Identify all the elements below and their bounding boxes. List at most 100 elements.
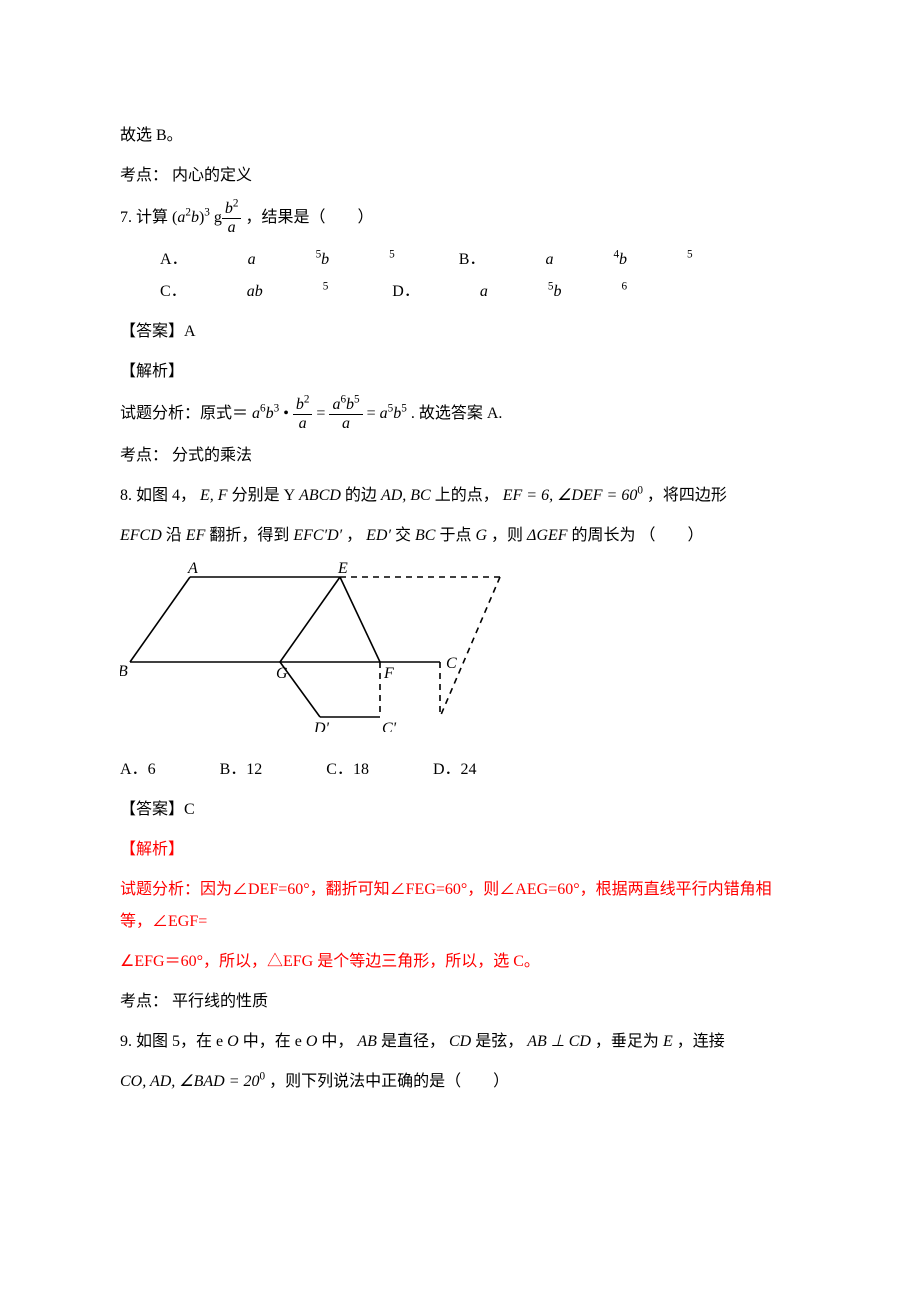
q7-frac1: b2 a	[293, 396, 313, 432]
q7-optA: A．a5b5	[160, 251, 395, 268]
q8-l2-ed: ED′	[366, 527, 391, 544]
answer-conclusion: 故选 B。	[120, 120, 800, 152]
q8-l2-mid3: ，	[346, 527, 362, 544]
q7-frac: b2 a	[222, 200, 242, 236]
q9-l1-ab: AB	[357, 1033, 377, 1050]
q8-l1-deg: 0	[637, 485, 643, 497]
q7-frac-den: a	[222, 219, 242, 237]
kaodian-label: 考点：	[120, 167, 168, 184]
q9-l1-pre: 9. 如图 5，在	[120, 1033, 216, 1050]
q8-l1-ef: E, F	[200, 487, 228, 504]
q8-optC-label: C．	[326, 761, 353, 778]
q7-frac2-den: a	[329, 415, 362, 433]
q8-l1-y: Y	[284, 487, 296, 504]
q7-optC-val: ab	[247, 283, 263, 300]
q7-result: a	[380, 405, 388, 422]
kaodian-value: 内心的定义	[172, 167, 252, 184]
q7-optD-label: D．	[392, 283, 420, 300]
q8-l2-bc: BC	[415, 527, 435, 544]
q8-optB-val: 12	[246, 761, 262, 778]
q7-analysis-pre: 试题分析：原式＝	[120, 405, 248, 422]
q9-l1-abcd: AB ⊥ CD	[527, 1033, 591, 1050]
q7-jiexi: 【解析】	[120, 356, 800, 388]
q8-stem-l2: EFCD 沿 EF 翻折，得到 EFC′D′ ， ED′ 交 BC 于点 G ，…	[120, 520, 800, 552]
q7-frac1-den: a	[293, 415, 313, 433]
q8-l1-ef6: EF = 6, ∠DEF = 60	[503, 487, 638, 504]
q9-l1-e: E	[663, 1033, 673, 1050]
q8-l2-g: G	[475, 527, 487, 544]
q8-kaodian-label: 考点：	[120, 993, 168, 1010]
q7-expr: (a2b)3	[172, 209, 214, 226]
q9-l1-eO1: e O	[216, 1033, 239, 1050]
q7-frac2: a6b5 a	[329, 396, 362, 432]
q8-l2-efcd2: EFC′D′	[293, 527, 342, 544]
q8-options: A．6 B．12 C．18 D．24	[120, 754, 800, 786]
q7-stem: 7. 计算 (a2b)3 g b2 a ，结果是（ ）	[120, 200, 800, 236]
q7-eq1: =	[316, 405, 329, 422]
q8-l2-mid6: ，则	[491, 527, 527, 544]
q7-kaodian-label: 考点：	[120, 447, 168, 464]
q7-g: g	[214, 209, 222, 226]
q8-l1-mid3: 上的点，	[435, 487, 499, 504]
q9-l1-mid1: 中，在	[243, 1033, 295, 1050]
q9-l2-coad: CO, AD, ∠BAD = 20	[120, 1073, 260, 1090]
q7-kaodian-value: 分式的乘法	[172, 447, 252, 464]
q9-l2-post: ，则下列说法中正确的是（ ）	[269, 1073, 509, 1090]
q8-optA-val: 6	[148, 761, 156, 778]
q7-dot: •	[283, 405, 293, 422]
q8-svg: A B C D' C' E F G	[120, 562, 520, 732]
kaodian-line: 考点： 内心的定义	[120, 160, 800, 192]
svg-text:G: G	[276, 665, 288, 682]
q8-l2-efcd: EFCD	[120, 527, 162, 544]
svg-text:A: A	[187, 562, 198, 577]
q9-stem-l2: CO, AD, ∠BAD = 200 ，则下列说法中正确的是（ ）	[120, 1066, 800, 1098]
q7-stem-post: ，结果是（ ）	[245, 209, 373, 226]
q8-optC: C．18	[326, 761, 369, 778]
q7-optD: D．a5b6	[392, 283, 627, 300]
q7-optD-val: a	[480, 283, 488, 300]
q7-optA-val: a	[248, 251, 256, 268]
q8-figure: A B C D' C' E F G	[120, 562, 800, 744]
q8-optC-val: 18	[353, 761, 369, 778]
q9-l1-mid4: 是弦，	[475, 1033, 523, 1050]
q7-analysis-post: . 故选答案 A.	[411, 405, 503, 422]
svg-text:E: E	[337, 562, 348, 577]
q8-l2-post: 的周长为 （ ）	[572, 527, 704, 544]
q8-kaodian-value: 平行线的性质	[172, 993, 268, 1010]
q8-stem-l1: 8. 如图 4， E, F 分别是 Y ABCD 的边 AD, BC 上的点， …	[120, 480, 800, 512]
q7-options: A．a5b5 B．a4b5 C．ab5 D．a5b6	[120, 244, 800, 308]
q7-pow: 3	[204, 206, 210, 218]
svg-text:C': C'	[382, 720, 397, 732]
q8-l2-mid1: 沿	[166, 527, 186, 544]
q8-optA: A．6	[120, 761, 156, 778]
q9-stem-l1: 9. 如图 5，在 e O 中，在 e O 中， AB 是直径， CD 是弦， …	[120, 1026, 800, 1058]
q8-l1-mid1: 分别是	[232, 487, 280, 504]
q7-stem-pre: 7. 计算	[120, 209, 168, 226]
q7-optC-label: C．	[160, 283, 187, 300]
svg-text:F: F	[383, 665, 394, 682]
q8-l1-pre: 8. 如图 4，	[120, 487, 196, 504]
q9-l1-mid2: 中，	[321, 1033, 353, 1050]
q7-answer: 【答案】A	[120, 316, 800, 348]
q8-answer: 【答案】C	[120, 794, 800, 826]
q8-analysis-l2: ∠EFG＝60°，所以，△EFG 是个等边三角形，所以，选 C。	[120, 946, 800, 978]
q9-l2-deg: 0	[260, 1071, 266, 1083]
q8-analysis-l1: 试题分析：因为∠DEF=60°，翻折可知∠FEG=60°，则∠AEG=60°，根…	[120, 874, 800, 938]
svg-text:C: C	[446, 655, 457, 672]
q8-optD-val: 24	[461, 761, 477, 778]
q8-optB: B．12	[220, 761, 263, 778]
svg-text:D': D'	[313, 720, 330, 732]
q8-l1-post: ，将四边形	[647, 487, 727, 504]
q7-analysis: 试题分析：原式＝ a6b3 • b2 a = a6b5 a = a5b5 . 故…	[120, 396, 800, 432]
q7-optB: B．a4b5	[459, 251, 693, 268]
q8-l1-mid2: 的边	[345, 487, 381, 504]
q8-kaodian: 考点： 平行线的性质	[120, 986, 800, 1018]
svg-text:B: B	[120, 663, 128, 680]
q8-l1-adbc: AD, BC	[381, 487, 431, 504]
q9-l1-cd: CD	[449, 1033, 471, 1050]
q8-l2-mid5: 于点	[439, 527, 475, 544]
q7-optA-label: A．	[160, 251, 188, 268]
q7-a6b3: a	[252, 405, 260, 422]
q8-optA-label: A．	[120, 761, 148, 778]
q8-jiexi: 【解析】	[120, 834, 800, 866]
